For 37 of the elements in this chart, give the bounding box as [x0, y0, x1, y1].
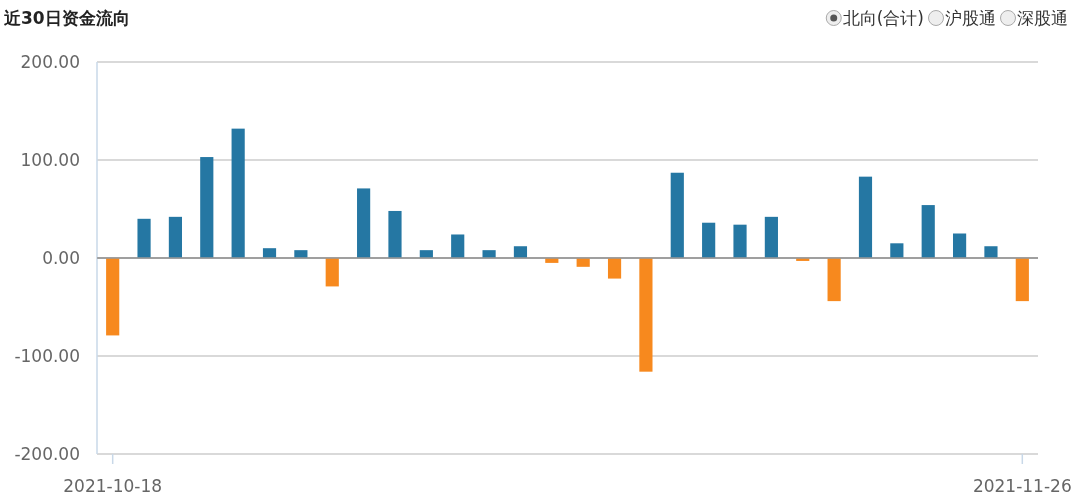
- bar: [827, 258, 841, 302]
- bar: [890, 243, 904, 258]
- text: 北向(合计): [842, 8, 924, 28]
- bar: [639, 258, 653, 372]
- bar: [702, 222, 716, 258]
- bar: [482, 250, 496, 258]
- bar: [325, 258, 339, 287]
- bar: [231, 128, 245, 258]
- bar: [106, 258, 120, 336]
- bar: [858, 176, 873, 258]
- bar: [513, 246, 528, 258]
- text: 沪股通: [945, 8, 996, 28]
- y-tick-label: -100.00: [14, 346, 80, 366]
- bar: [200, 157, 214, 258]
- bar: [262, 248, 277, 258]
- chart-title: 近30日资金流向: [3, 8, 130, 28]
- y-tick-label: 0.00: [42, 248, 80, 268]
- bar: [733, 224, 747, 258]
- bar: [451, 234, 465, 258]
- bar: [764, 216, 778, 258]
- bar: [953, 233, 967, 258]
- y-tick-label: -200.00: [14, 444, 80, 464]
- bar: [1015, 258, 1029, 302]
- bar: [388, 210, 402, 258]
- bar: [984, 246, 998, 258]
- bar: [576, 258, 590, 267]
- x-tick-label: 2021-10-18: [63, 476, 163, 496]
- bar: [607, 258, 622, 279]
- bar: [670, 172, 684, 258]
- bar: [357, 188, 371, 258]
- x-tick-label: 2021-11-26: [972, 476, 1072, 496]
- bar: [921, 205, 935, 258]
- bar: [168, 216, 182, 258]
- y-tick-label: 100.00: [20, 150, 80, 170]
- bar: [137, 218, 151, 258]
- text: 深股通: [1017, 8, 1068, 28]
- y-tick-label: 200.00: [20, 52, 80, 72]
